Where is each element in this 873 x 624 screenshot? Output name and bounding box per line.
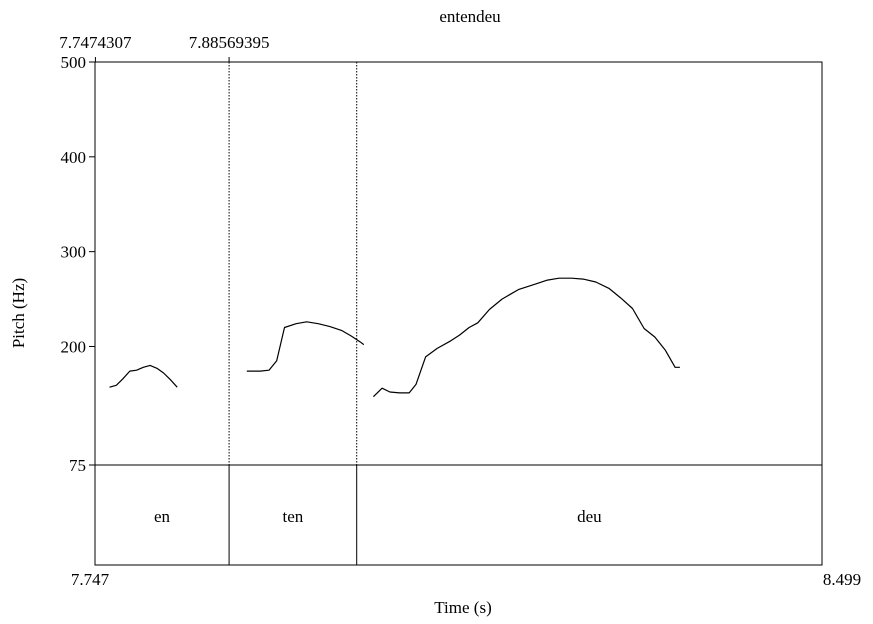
top-time-label-0: 7.7474307 (59, 33, 132, 52)
chart-title: entendeu (439, 7, 501, 26)
top-time-labels: 7.7474307 7.88569395 (59, 33, 269, 62)
pitch-curve-2 (372, 277, 680, 398)
y-tick-label-300: 300 (61, 243, 87, 262)
y-axis-label: Pitch (Hz) (9, 278, 28, 348)
y-tick-label-200: 200 (61, 337, 87, 356)
segment-label-deu: deu (577, 507, 602, 526)
y-axis: 500 400 300 200 75 (61, 53, 95, 475)
y-tick-label-400: 400 (61, 148, 87, 167)
plot-frame (94, 61, 823, 566)
segment-labels: en ten deu (154, 507, 602, 526)
y-tick-label-500: 500 (61, 53, 87, 72)
segment-boundaries (228, 62, 358, 565)
segment-label-ten: ten (283, 507, 304, 526)
pitch-curve-0 (109, 364, 178, 388)
y-tick-label-75: 75 (69, 456, 86, 475)
x-axis: 7.747 8.499 (71, 570, 861, 589)
segment-label-en: en (154, 507, 171, 526)
x-tick-label-start: 7.747 (71, 570, 110, 589)
top-time-label-1: 7.88569395 (189, 33, 270, 52)
x-tick-label-end: 8.499 (823, 570, 861, 589)
x-axis-label: Time (s) (434, 598, 491, 617)
pitch-curve-1 (246, 321, 365, 372)
pitch-curves (109, 277, 680, 398)
